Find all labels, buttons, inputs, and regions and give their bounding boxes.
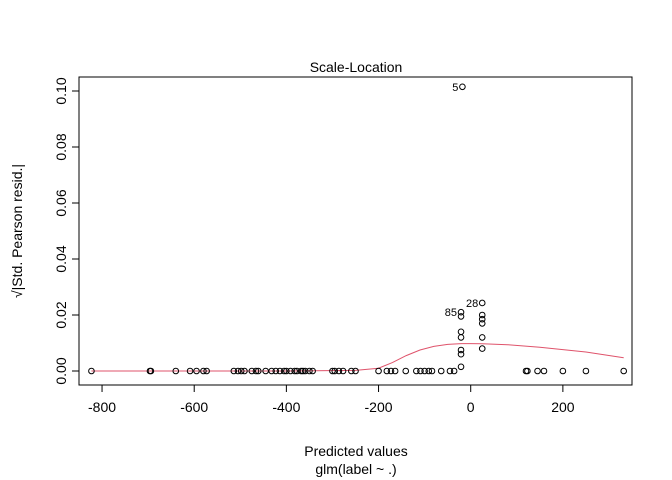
y-tick-label: 0.08 [53,133,69,160]
point-label: 85 [445,307,457,319]
data-point [375,367,382,375]
x-tick-label: -200 [365,399,393,415]
y-tick-label: 0.10 [53,77,69,104]
data-point [457,346,465,354]
data-point [272,367,280,375]
x-tick-label: 200 [551,399,575,415]
x-tick-label: -400 [272,399,300,415]
data-point [186,367,194,375]
data-point [540,367,548,375]
data-point [329,367,336,375]
data-point [283,367,290,375]
chart-title: Scale-Location [310,59,403,75]
data-point [478,320,486,327]
data-point [280,367,288,375]
data-point [299,367,307,375]
data-point [534,367,541,375]
x-tick-label: -800 [88,399,116,415]
data-point [457,328,465,336]
data-point [306,367,313,375]
data-point [402,367,410,375]
data-point [559,367,567,375]
data-point [234,367,242,375]
data-point [421,367,428,375]
data-point [387,367,395,375]
data-point [147,367,155,375]
data-point [352,367,359,375]
data-point [425,367,433,375]
point-label: 28 [466,298,478,310]
data-point [297,367,305,375]
y-tick-label: 0.04 [53,245,69,272]
data-point [446,367,454,375]
data-point [478,345,486,352]
y-axis-label: √|Std. Pearson resid.| [9,164,25,298]
data-point [457,308,465,316]
data-point [291,367,298,375]
data-point [459,83,466,91]
data-point [339,367,347,375]
data-point [309,367,316,375]
x-axis-label: Predicted values [304,443,408,459]
data-point [348,367,355,375]
data-point [237,367,245,375]
data-point [172,367,180,375]
point-labels-layer: 5 28 85 [445,82,478,319]
data-point [287,367,294,375]
data-point [335,367,343,375]
data-point [200,367,207,375]
data-point [478,315,486,323]
data-point [391,367,399,375]
data-point [524,367,531,375]
y-axis: 0.00 0.02 0.04 0.06 0.08 0.10 [53,77,80,385]
data-point [268,367,275,375]
data-point [478,299,486,307]
data-point [413,367,420,375]
plot-frame [78,76,633,386]
data-point [248,367,256,375]
data-point [276,367,284,375]
point-label: 5 [452,82,458,94]
data-point [254,367,262,375]
data-point [428,367,436,375]
data-point [331,367,339,375]
data-point [582,367,590,375]
data-point [241,367,248,375]
data-point [457,350,465,358]
data-point [457,313,465,320]
x-tick-label: 0 [467,399,475,415]
data-point [193,367,200,375]
data-point [417,367,424,375]
points-layer [88,83,628,375]
y-tick-label: 0.02 [53,301,69,328]
data-point [478,311,486,319]
data-point [620,367,628,375]
y-tick-label: 0.06 [53,189,69,216]
data-point [450,367,458,375]
data-point [252,367,260,375]
data-point [478,334,486,341]
x-tick-label: -600 [180,399,208,415]
x-axis-sublabel: glm(label ~ .) [315,461,396,477]
data-point [203,367,210,375]
data-point [88,367,95,375]
data-point [457,363,465,371]
data-point [230,367,238,375]
data-point [383,367,391,375]
data-point [301,367,309,375]
data-point [437,367,445,375]
y-tick-label: 0.00 [53,357,69,384]
